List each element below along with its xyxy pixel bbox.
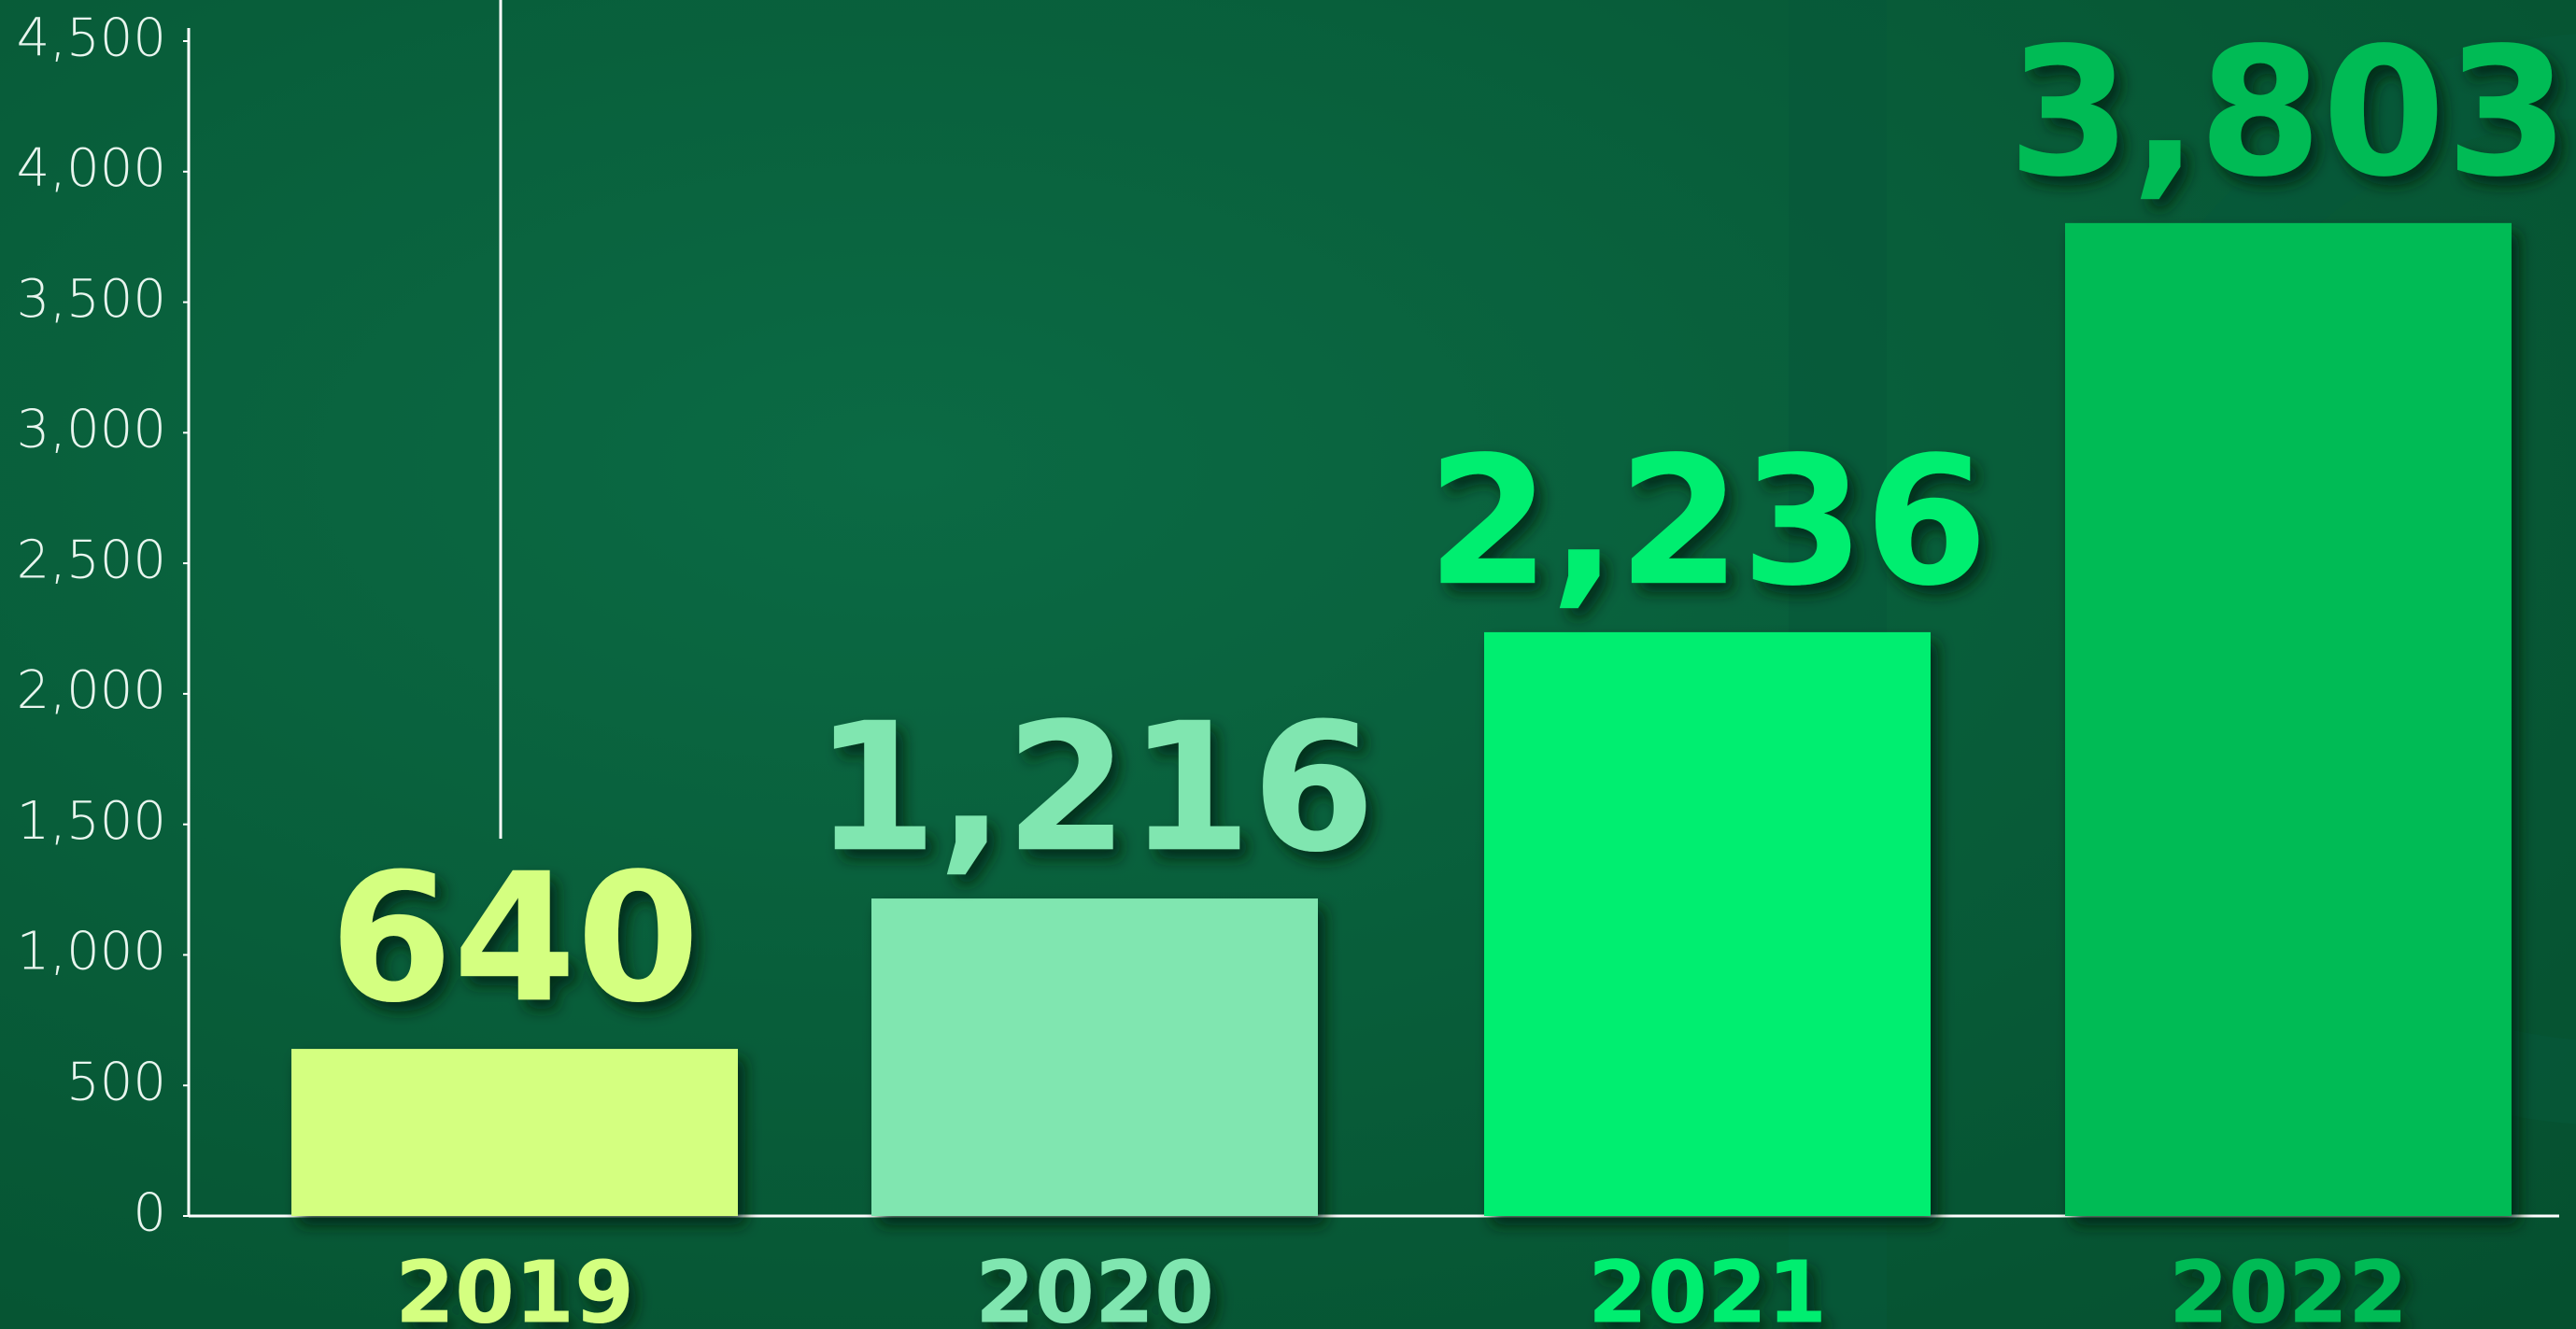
value-label: 640	[330, 835, 701, 1041]
bar	[2065, 222, 2512, 1216]
value-label: 1,216	[814, 685, 1376, 891]
bar	[291, 1049, 738, 1216]
y-tick-label: 2,500	[17, 530, 166, 590]
bar	[871, 898, 1318, 1216]
x-tick-label: 2020	[975, 1242, 1214, 1329]
y-tick-label: 2,000	[17, 660, 166, 721]
y-tick-label: 3,500	[17, 269, 166, 330]
y-tick-label: 1,000	[17, 922, 166, 983]
x-tick-label: 2022	[2169, 1242, 2408, 1329]
y-tick-label: 500	[66, 1052, 166, 1112]
y-tick-label: 4,500	[17, 7, 166, 68]
y-tick-label: 0	[133, 1182, 166, 1243]
y-tick-label: 1,500	[17, 791, 166, 852]
value-label: 3,803	[2008, 9, 2569, 216]
y-tick-label: 4,000	[17, 138, 166, 199]
x-tick-label: 2021	[1588, 1242, 1827, 1329]
value-label: 2,236	[1427, 418, 1989, 625]
y-tick-label: 3,000	[17, 400, 166, 460]
bar	[1484, 631, 1931, 1216]
x-tick-label: 2019	[395, 1242, 634, 1329]
